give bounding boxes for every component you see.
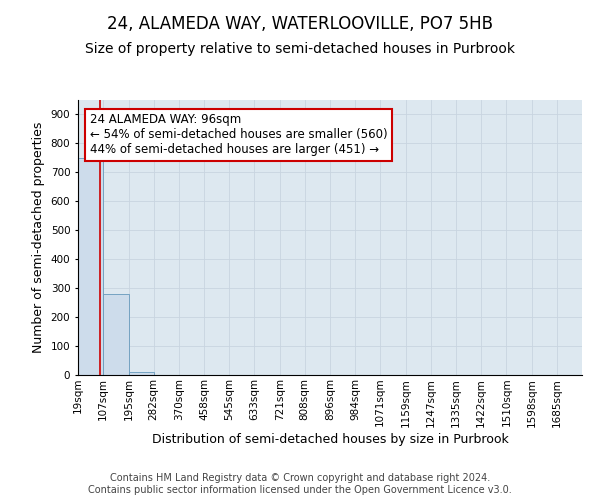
- Text: Size of property relative to semi-detached houses in Purbrook: Size of property relative to semi-detach…: [85, 42, 515, 56]
- Text: Distribution of semi-detached houses by size in Purbrook: Distribution of semi-detached houses by …: [152, 432, 508, 446]
- Bar: [128, 372, 154, 375]
- Bar: [103, 294, 128, 375]
- Text: 24, ALAMEDA WAY, WATERLOOVILLE, PO7 5HB: 24, ALAMEDA WAY, WATERLOOVILLE, PO7 5HB: [107, 15, 493, 33]
- Bar: [78, 158, 103, 375]
- Text: Contains HM Land Registry data © Crown copyright and database right 2024.
Contai: Contains HM Land Registry data © Crown c…: [88, 474, 512, 495]
- Y-axis label: Number of semi-detached properties: Number of semi-detached properties: [32, 122, 45, 353]
- Text: 24 ALAMEDA WAY: 96sqm
← 54% of semi-detached houses are smaller (560)
44% of sem: 24 ALAMEDA WAY: 96sqm ← 54% of semi-deta…: [90, 113, 388, 156]
